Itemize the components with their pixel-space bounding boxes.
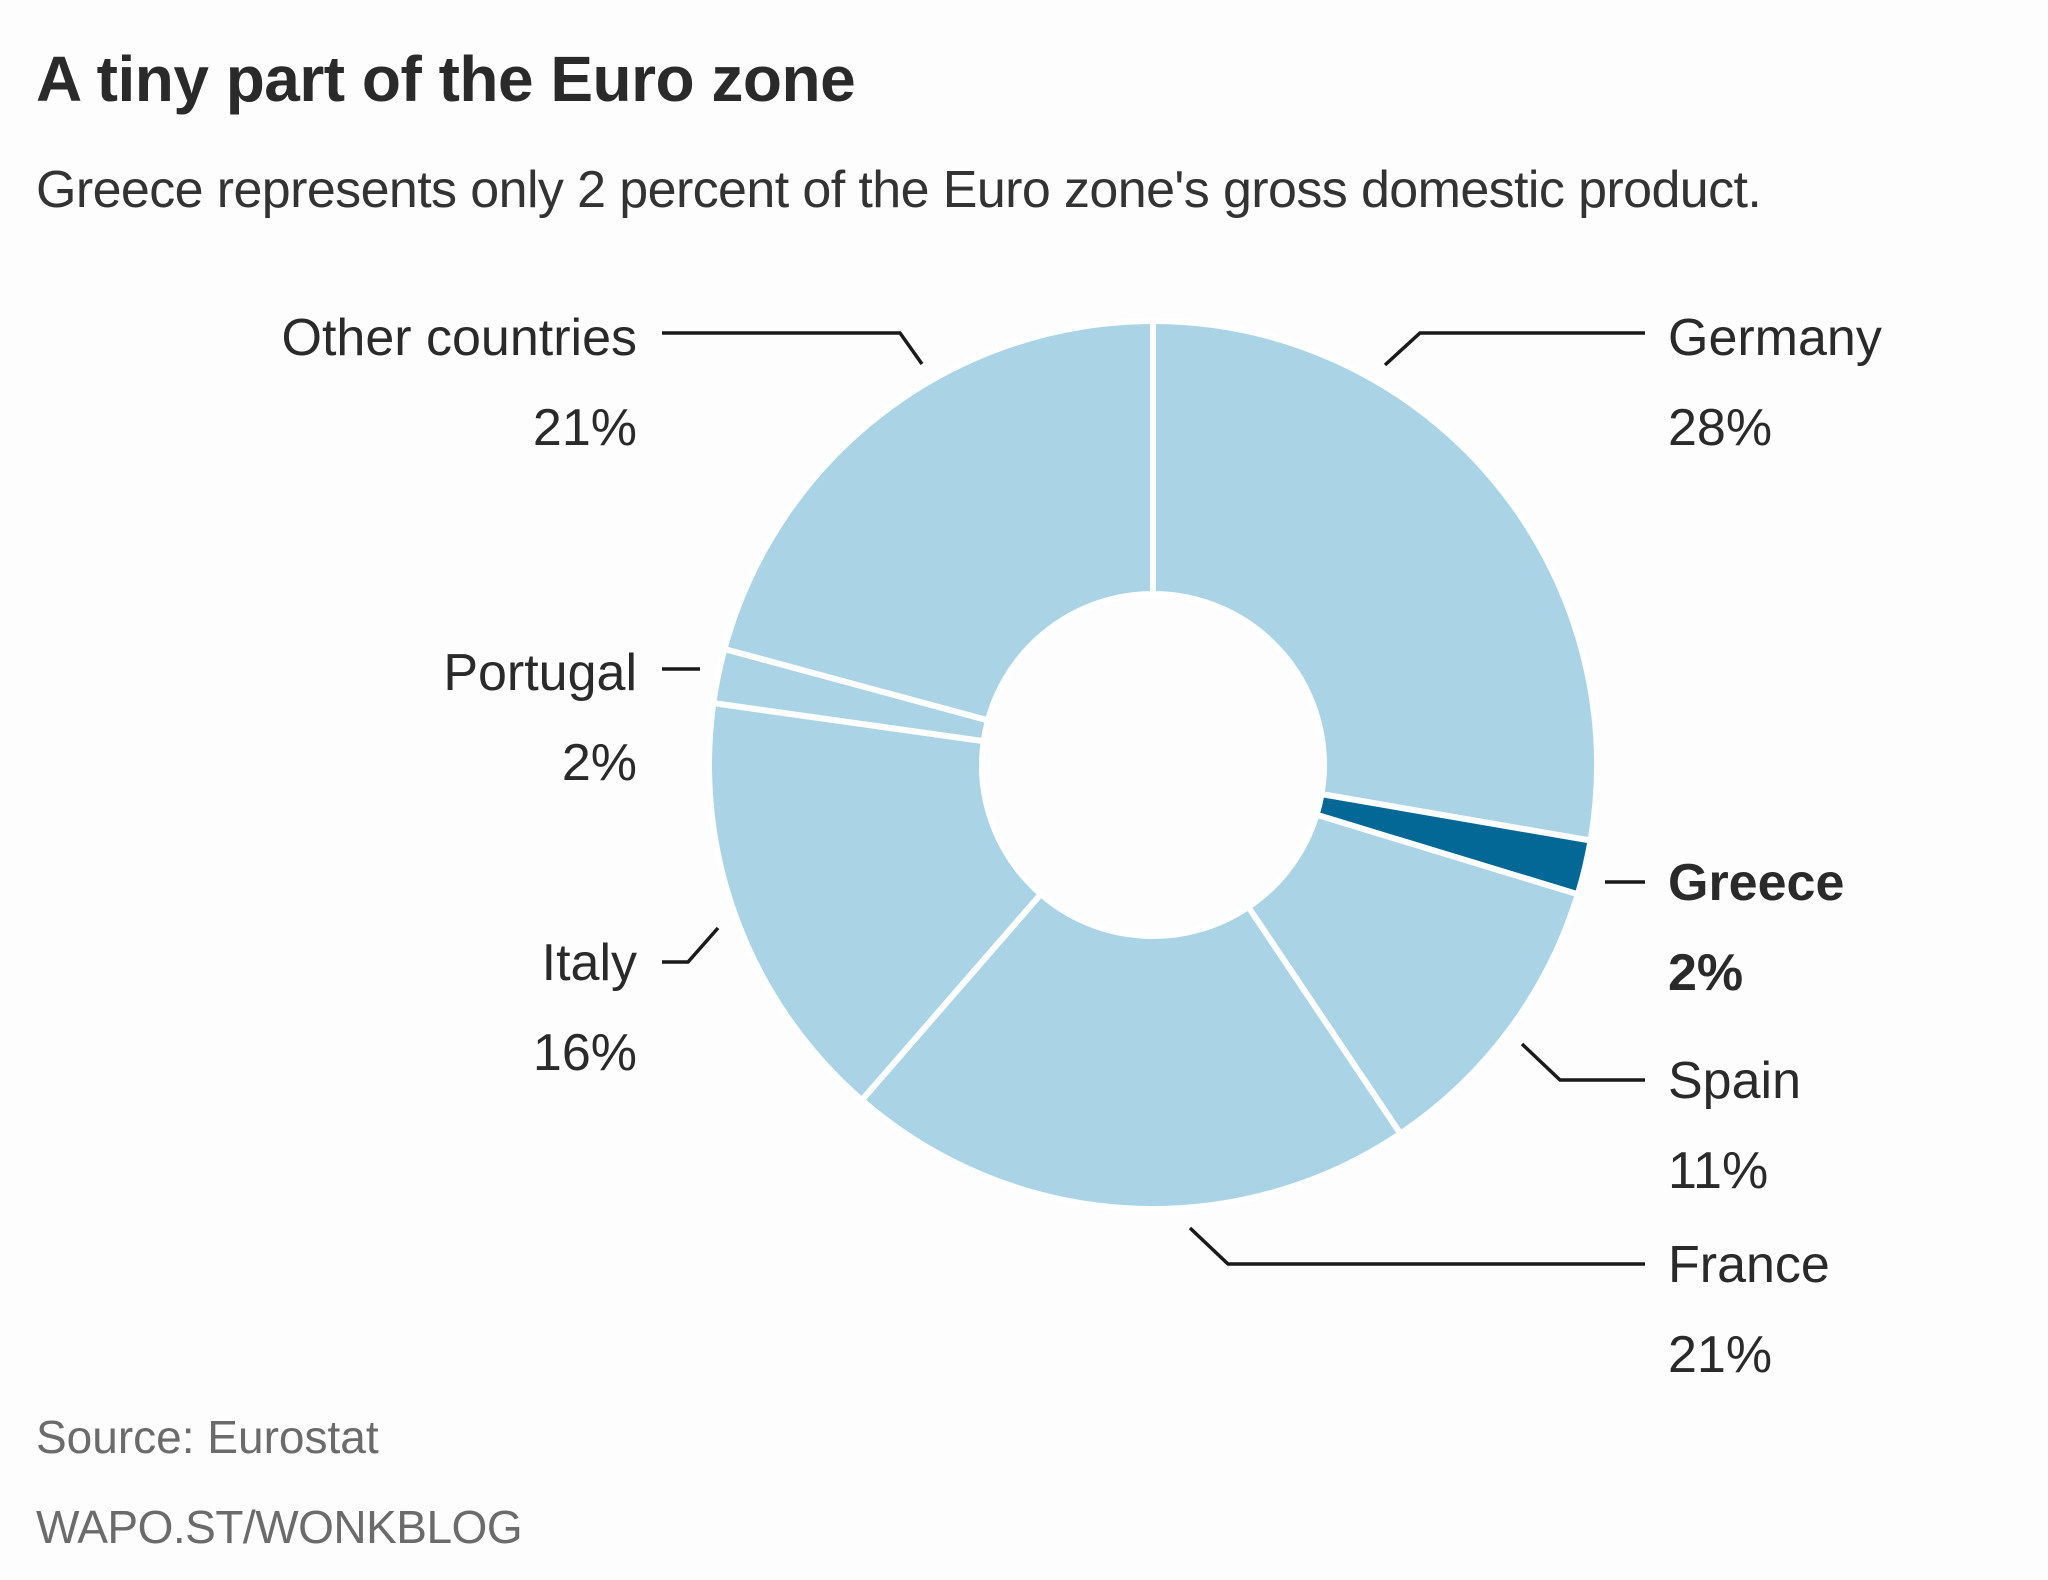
slice-value-france: 21% [1668,1326,1772,1384]
leader-lines [662,331,1645,1266]
slice-other-countries [720,317,1156,724]
chart-subtitle: Greece represents only 2 percent of the … [36,161,1762,219]
slice-label-greece: Greece [1668,854,1844,912]
slice-label-italy: Italy [542,934,637,992]
chart-title: A tiny part of the Euro zone [36,43,856,115]
slice-value-other-countries: 21% [533,399,637,457]
leader-line-france [1188,1226,1645,1266]
leader-line-germany [1383,331,1645,367]
leader-line-italy [662,926,720,964]
slice-france [857,889,1405,1212]
slice-label-germany: Germany [1668,309,1882,367]
slice-value-portugal: 2% [562,734,637,792]
slice-value-italy: 16% [533,1024,637,1082]
slice-value-spain: 11% [1668,1142,1768,1200]
donut-slices [706,317,1600,1212]
slice-value-germany: 28% [1668,399,1772,457]
slice-label-other-countries: Other countries [282,309,638,367]
slice-value-greece: 2% [1668,944,1743,1002]
slice-labels: Germany 28% Greece 2% Spain 11% France 21% Italy… [282,309,1882,1384]
slice-label-portugal: Portugal [443,644,637,702]
leader-line-other-countries [662,331,924,366]
leader-line-spain [1520,1042,1645,1082]
source-note: Source: Eurostat [36,1411,379,1463]
slice-germany [1150,317,1600,845]
credit-link[interactable]: WAPO.ST/WONKBLOG [36,1501,523,1553]
slice-label-france: France [1668,1236,1830,1294]
slice-italy [706,699,1046,1105]
slice-spain [1244,811,1582,1138]
slice-label-spain: Spain [1668,1052,1801,1110]
